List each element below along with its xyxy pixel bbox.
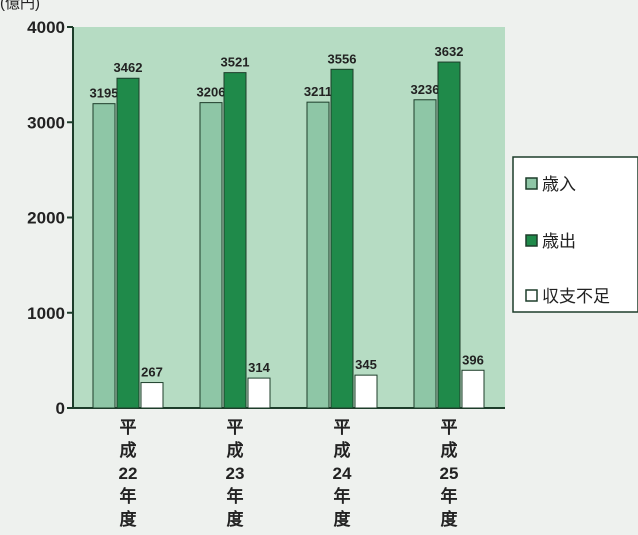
category-label-char: 平 [120,418,137,437]
y-unit-label: (億円) [0,0,40,12]
data-label: 3206 [197,85,226,100]
data-label: 3236 [411,82,440,97]
bar-shortfall [140,382,164,409]
y-tick-label: 1000 [27,304,65,323]
category-label-char: 年 [120,486,137,506]
bar-expenditure [437,61,461,409]
category-label-char: 度 [334,509,352,529]
category-label-char: 成 [120,440,137,460]
legend-swatch [525,177,538,190]
bar-shortfall [354,374,378,409]
data-label: 396 [462,352,484,367]
y-tick-label: 3000 [27,113,65,132]
legend-swatch [525,234,538,247]
category-label-char: 度 [227,509,245,529]
data-label: 3556 [328,51,357,66]
category-label-char: 平 [441,418,458,437]
data-label: 3462 [114,60,143,75]
category-label-char: 22 [119,464,138,483]
legend-label: 収支不足 [542,287,610,306]
category-label-char: 年 [334,486,351,506]
bar-income [92,103,116,409]
category-label-char: 成 [227,440,244,460]
legend-label: 歳出 [542,232,576,251]
category-label-char: 24 [333,464,352,483]
bar-income [199,102,223,409]
category-label-char: 成 [441,440,458,460]
bar-shortfall [247,377,271,409]
bar-income [306,101,330,409]
category-label-char: 度 [120,509,138,529]
category-label-char: 25 [440,464,459,483]
bar-expenditure [330,68,354,409]
bar-shortfall [461,369,485,409]
data-label: 3195 [90,86,119,101]
data-label: 3211 [304,84,332,99]
bar-income [413,99,437,409]
category-label-char: 23 [226,464,245,483]
legend-label: 歳入 [542,175,576,194]
category-label-char: 平 [227,418,244,437]
y-tick-label: 2000 [27,209,65,228]
bar-expenditure [116,77,140,409]
category-label-char: 成 [334,440,351,460]
data-label: 3632 [435,44,464,59]
data-label: 267 [141,365,163,380]
legend-swatch [525,289,538,302]
category-label-char: 度 [441,509,459,529]
bar-expenditure [223,72,247,409]
data-label: 3521 [221,55,250,70]
data-label: 314 [248,360,270,375]
y-tick-label: 4000 [27,18,65,37]
y-tick-label: 0 [56,399,65,418]
category-label-char: 年 [441,486,458,506]
category-label-char: 平 [334,418,351,437]
data-label: 345 [355,357,377,372]
category-label-char: 年 [227,486,244,506]
